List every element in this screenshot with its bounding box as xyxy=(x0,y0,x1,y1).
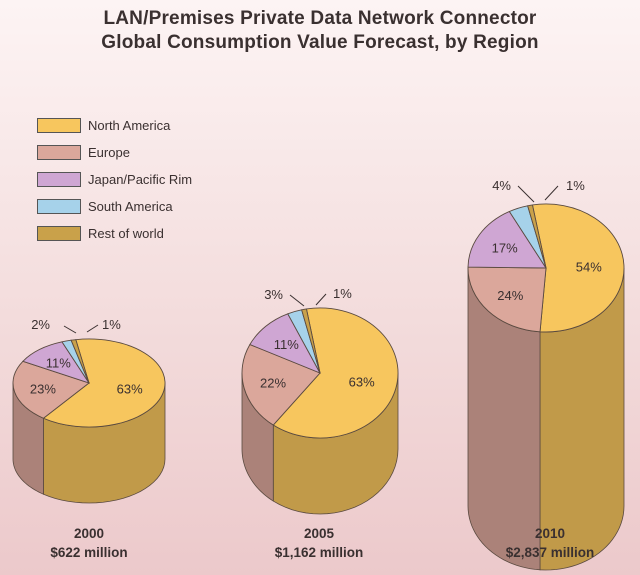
caption-2005: 2005 $1,162 million xyxy=(234,524,404,562)
legend-swatch-north-america xyxy=(37,118,81,133)
legend-item-japan-pacific-rim: Japan/Pacific Rim xyxy=(37,166,192,193)
legend-label: South America xyxy=(88,199,173,214)
slice-japan-pacific-rim-2010 xyxy=(467,210,547,269)
data-label-rest-of-world: 1% xyxy=(102,317,121,332)
caption-total: $1,162 million xyxy=(274,545,364,560)
legend-swatch-south-america xyxy=(37,199,81,214)
slice-europe-2010 xyxy=(467,266,547,333)
legend-item-south-america: South America xyxy=(37,193,192,220)
leader-line-south-america xyxy=(517,185,535,203)
legend-item-rest-of-world: Rest of world xyxy=(37,220,192,247)
caption-2010: 2010 $2,837 million xyxy=(465,524,635,562)
slice-north-america-2005 xyxy=(272,307,399,439)
leader-line-rest-of-world xyxy=(544,185,559,201)
slice-europe-2005 xyxy=(241,343,321,426)
data-label-europe: 22% xyxy=(260,376,286,391)
data-label-south-america: 3% xyxy=(264,287,283,302)
slice-europe-2000 xyxy=(12,360,90,419)
legend-label: Rest of world xyxy=(88,226,164,241)
legend-label: Japan/Pacific Rim xyxy=(88,172,193,187)
caption-year: 2005 xyxy=(303,526,335,541)
legend: North America Europe Japan/Pacific Rim S… xyxy=(37,112,192,247)
data-label-japan-pacific-rim: 17% xyxy=(492,240,518,255)
data-label-rest-of-world: 1% xyxy=(566,178,585,193)
data-label-rest-of-world: 1% xyxy=(333,286,352,301)
caption-year: 2000 xyxy=(73,526,105,541)
legend-item-north-america: North America xyxy=(37,112,192,139)
slice-rest-of-world-2000 xyxy=(70,339,90,384)
chart-title-line-1: LAN/Premises Private Data Network Connec… xyxy=(103,8,537,29)
legend-item-europe: Europe xyxy=(37,139,192,166)
data-label-north-america: 63% xyxy=(117,382,143,397)
data-label-japan-pacific-rim: 11% xyxy=(274,337,299,352)
pie-2000: 63% 23% 11% 2% 1% xyxy=(12,317,166,504)
leader-line-south-america xyxy=(289,294,305,307)
leader-line-rest-of-world xyxy=(315,293,327,306)
data-label-europe: 24% xyxy=(497,288,523,303)
slice-rest-of-world-2005 xyxy=(301,308,321,374)
legend-swatch-japan-pacific-rim xyxy=(37,172,81,187)
caption-total: $2,837 million xyxy=(505,545,595,560)
legend-swatch-rest-of-world xyxy=(37,226,81,241)
pie-2005: 63% 22% 11% 3% 1% xyxy=(241,286,399,515)
pie-2010: 54% 24% 17% 4% 1% xyxy=(467,178,625,571)
legend-swatch-europe xyxy=(37,145,81,160)
caption-total: $622 million xyxy=(50,545,128,560)
caption-2000: 2000 $622 million xyxy=(4,524,174,562)
data-label-north-america: 63% xyxy=(349,374,375,389)
chart-title-line-2: Global Consumption Value Forecast, by Re… xyxy=(101,32,539,53)
legend-label: Europe xyxy=(88,145,130,160)
data-label-south-america: 2% xyxy=(31,317,50,332)
data-label-japan-pacific-rim: 11% xyxy=(46,355,71,370)
data-label-north-america: 54% xyxy=(576,259,602,274)
legend-label: North America xyxy=(88,118,171,133)
slice-north-america-2010 xyxy=(531,203,625,333)
caption-year: 2010 xyxy=(534,526,566,541)
data-label-south-america: 4% xyxy=(492,178,511,193)
data-label-europe: 23% xyxy=(30,382,56,397)
leader-line-south-america xyxy=(63,325,77,334)
leader-line-rest-of-world xyxy=(86,324,99,333)
slice-north-america-2000 xyxy=(42,338,166,428)
slice-rest-of-world-2010 xyxy=(527,204,547,269)
